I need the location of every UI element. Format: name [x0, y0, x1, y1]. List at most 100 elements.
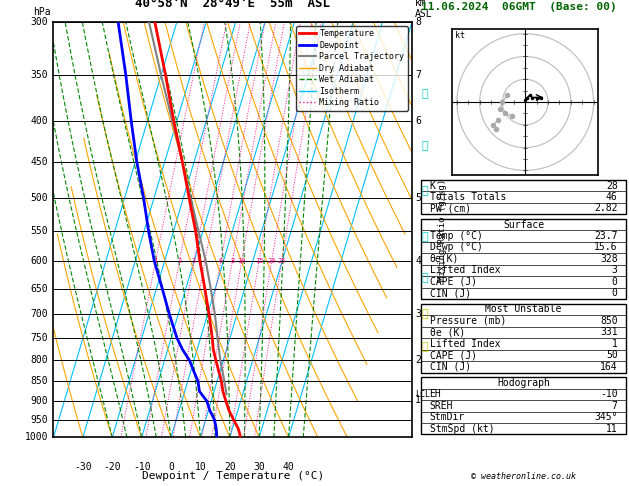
Text: 1: 1 [612, 339, 618, 349]
Text: 23.7: 23.7 [594, 231, 618, 241]
Text: Mixing Ratio (g/kg): Mixing Ratio (g/kg) [438, 178, 447, 281]
Text: 6: 6 [415, 116, 421, 126]
Text: -10: -10 [133, 462, 150, 472]
Text: 〉: 〉 [421, 309, 428, 319]
Text: km
ASL: km ASL [415, 0, 433, 19]
Text: 1000: 1000 [25, 433, 48, 442]
Text: 900: 900 [30, 396, 48, 406]
Text: LCL: LCL [415, 390, 430, 399]
Text: CIN (J): CIN (J) [430, 362, 470, 372]
Text: 6: 6 [219, 258, 223, 264]
Text: 700: 700 [30, 309, 48, 319]
Text: Hodograph: Hodograph [497, 378, 550, 388]
Text: 〉: 〉 [421, 232, 428, 243]
Text: 850: 850 [600, 316, 618, 326]
Text: 〉: 〉 [421, 342, 428, 352]
Text: 〉: 〉 [421, 141, 428, 151]
Text: EH: EH [430, 389, 442, 399]
Text: 800: 800 [30, 355, 48, 365]
Text: 〉: 〉 [421, 89, 428, 99]
Text: 7: 7 [612, 401, 618, 411]
Text: 10: 10 [194, 462, 206, 472]
Bar [421, 219, 626, 299]
Text: Lifted Index: Lifted Index [430, 265, 500, 276]
Text: kt: kt [455, 31, 465, 40]
Text: StmDir: StmDir [430, 412, 465, 422]
Text: Lifted Index: Lifted Index [430, 339, 500, 349]
Text: 0: 0 [168, 462, 174, 472]
Text: -20: -20 [103, 462, 121, 472]
Text: CIN (J): CIN (J) [430, 288, 470, 298]
Text: 0: 0 [612, 277, 618, 287]
Text: 950: 950 [30, 415, 48, 425]
Text: -30: -30 [74, 462, 92, 472]
Text: 2: 2 [415, 355, 421, 365]
Text: 400: 400 [30, 116, 48, 126]
Text: 28: 28 [606, 181, 618, 191]
Text: 30: 30 [253, 462, 265, 472]
Text: 3: 3 [612, 265, 618, 276]
Bar [421, 377, 626, 434]
Text: 8: 8 [415, 17, 421, 27]
Text: 2.82: 2.82 [594, 204, 618, 213]
Bar [421, 180, 626, 214]
Text: CAPE (J): CAPE (J) [430, 350, 477, 360]
Text: 3: 3 [192, 258, 196, 264]
Text: 7: 7 [415, 70, 421, 80]
Text: 20: 20 [267, 258, 276, 264]
Text: 40: 40 [282, 462, 294, 472]
Text: Temp (°C): Temp (°C) [430, 231, 482, 241]
Text: SREH: SREH [430, 401, 453, 411]
Text: 500: 500 [30, 193, 48, 203]
Text: -10: -10 [600, 389, 618, 399]
Text: 40°58'N  28°49'E  55m  ASL: 40°58'N 28°49'E 55m ASL [135, 0, 330, 10]
Text: PW (cm): PW (cm) [430, 204, 470, 213]
Text: 600: 600 [30, 256, 48, 266]
Text: 4: 4 [415, 256, 421, 266]
Text: 15.6: 15.6 [594, 243, 618, 253]
Text: Pressure (mb): Pressure (mb) [430, 316, 506, 326]
Text: Dewp (°C): Dewp (°C) [430, 243, 482, 253]
Text: CAPE (J): CAPE (J) [430, 277, 477, 287]
Text: 10: 10 [237, 258, 246, 264]
Text: 4: 4 [203, 258, 207, 264]
Text: 345°: 345° [594, 412, 618, 422]
Text: 11.06.2024  06GMT  (Base: 00): 11.06.2024 06GMT (Base: 00) [421, 2, 617, 13]
Text: © weatheronline.co.uk: © weatheronline.co.uk [471, 472, 576, 481]
Text: 450: 450 [30, 157, 48, 167]
Text: 〉: 〉 [421, 273, 428, 283]
Text: Most Unstable: Most Unstable [486, 304, 562, 314]
Text: θe (K): θe (K) [430, 328, 465, 337]
Text: 300: 300 [30, 17, 48, 27]
Text: 5: 5 [415, 193, 421, 203]
Legend: Temperature, Dewpoint, Parcel Trajectory, Dry Adiabat, Wet Adiabat, Isotherm, Mi: Temperature, Dewpoint, Parcel Trajectory… [296, 26, 408, 111]
Bar [421, 304, 626, 372]
Text: 350: 350 [30, 70, 48, 80]
Text: 850: 850 [30, 376, 48, 386]
Text: 328: 328 [600, 254, 618, 264]
Text: 0: 0 [612, 288, 618, 298]
Text: θe(K): θe(K) [430, 254, 459, 264]
Text: 50: 50 [606, 350, 618, 360]
Text: 8: 8 [230, 258, 235, 264]
Text: 550: 550 [30, 226, 48, 236]
Text: 11: 11 [606, 424, 618, 434]
Text: 164: 164 [600, 362, 618, 372]
Text: Surface: Surface [503, 220, 544, 229]
Text: 46: 46 [606, 192, 618, 202]
Text: 1: 1 [153, 258, 158, 264]
Text: hPa: hPa [33, 7, 50, 17]
Text: Dewpoint / Temperature (°C): Dewpoint / Temperature (°C) [142, 471, 324, 482]
Text: 650: 650 [30, 284, 48, 294]
Text: 〉: 〉 [421, 186, 428, 196]
Text: Totals Totals: Totals Totals [430, 192, 506, 202]
Text: 331: 331 [600, 328, 618, 337]
Text: 3: 3 [415, 309, 421, 319]
Text: 750: 750 [30, 333, 48, 343]
Text: 20: 20 [224, 462, 236, 472]
Text: K: K [430, 181, 435, 191]
Text: 25: 25 [277, 258, 286, 264]
Text: StmSpd (kt): StmSpd (kt) [430, 424, 494, 434]
Text: 15: 15 [255, 258, 264, 264]
Text: 1: 1 [415, 395, 421, 405]
